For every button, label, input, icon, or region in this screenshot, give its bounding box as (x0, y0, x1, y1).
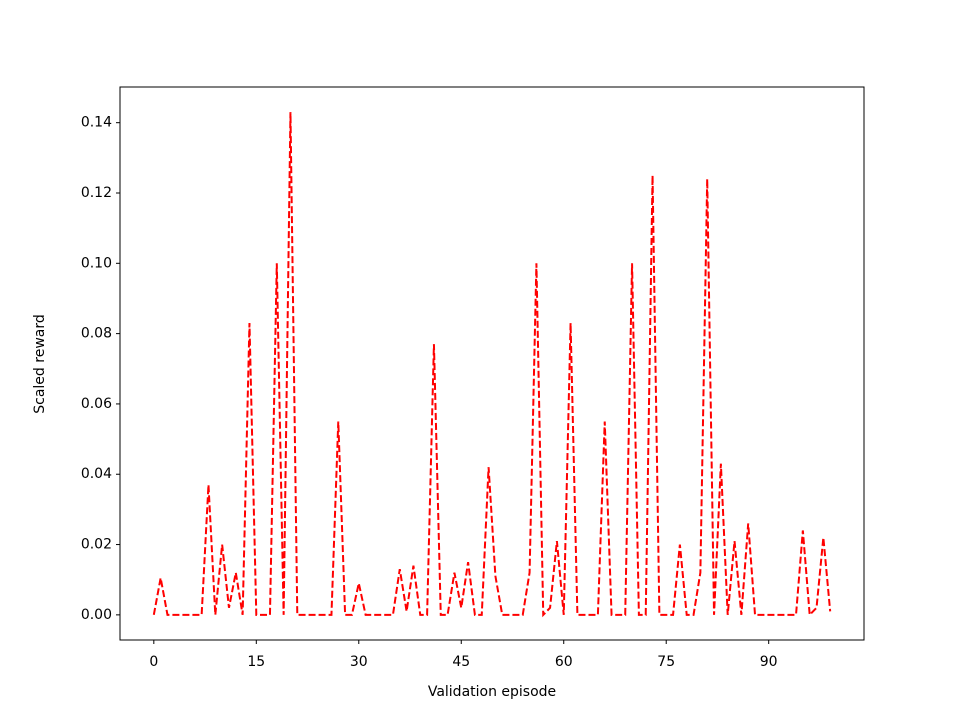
y-tick-label: 0.06 (81, 396, 112, 412)
x-tick-label: 45 (452, 654, 470, 670)
x-axis-label: Validation episode (428, 684, 556, 700)
data-line (152, 112, 832, 618)
x-tick-label: 60 (555, 654, 573, 670)
x-tick-label: 0 (149, 654, 158, 670)
y-axis-label: Scaled reward (32, 314, 48, 414)
y-tick-label: 0.00 (81, 607, 112, 623)
x-tick-label: 15 (247, 654, 265, 670)
plot-frame (119, 86, 865, 641)
y-tick-label: 0.08 (81, 326, 112, 342)
y-tick-label: 0.14 (81, 115, 112, 131)
y-tick-label: 0.02 (81, 537, 112, 553)
x-tick-label: 75 (657, 654, 675, 670)
y-tick-label: 0.04 (81, 466, 112, 482)
x-tick-label: 90 (760, 654, 778, 670)
y-tick-label: 0.12 (81, 185, 112, 201)
x-tick-label: 30 (350, 654, 368, 670)
y-tick-label: 0.10 (81, 255, 112, 271)
